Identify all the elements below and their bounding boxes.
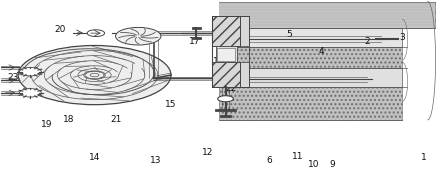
Bar xyxy=(217,48,235,61)
Text: 17: 17 xyxy=(189,37,201,46)
Text: 13: 13 xyxy=(150,156,162,165)
Text: 12: 12 xyxy=(202,148,214,157)
Bar xyxy=(219,68,403,87)
Bar xyxy=(219,2,435,27)
Text: 6: 6 xyxy=(266,156,272,165)
Bar xyxy=(212,62,240,87)
Text: 1: 1 xyxy=(420,153,426,162)
Circle shape xyxy=(218,96,233,102)
Circle shape xyxy=(116,27,161,45)
Text: 2: 2 xyxy=(365,37,370,46)
Circle shape xyxy=(18,45,171,105)
Bar xyxy=(240,62,249,87)
Text: 3: 3 xyxy=(399,33,405,42)
Text: 14: 14 xyxy=(89,153,100,162)
Bar xyxy=(240,16,249,46)
Bar xyxy=(212,16,240,46)
Text: 11: 11 xyxy=(292,152,304,161)
Circle shape xyxy=(19,68,41,76)
Circle shape xyxy=(19,89,41,97)
Text: 16: 16 xyxy=(213,57,225,66)
Text: 5: 5 xyxy=(286,30,292,39)
Text: 4: 4 xyxy=(319,47,325,56)
Text: 15: 15 xyxy=(165,100,177,109)
Text: 8: 8 xyxy=(231,50,237,59)
Text: 18: 18 xyxy=(63,115,74,124)
Text: 10: 10 xyxy=(308,160,320,169)
Text: 20: 20 xyxy=(54,25,65,34)
Text: 7: 7 xyxy=(244,40,250,49)
Text: 23: 23 xyxy=(7,73,18,82)
Text: 9: 9 xyxy=(330,160,336,169)
Bar xyxy=(219,47,403,68)
Text: 21: 21 xyxy=(111,115,122,124)
Bar xyxy=(219,87,403,120)
Bar xyxy=(219,2,435,28)
Bar xyxy=(215,46,237,62)
Bar xyxy=(219,28,403,47)
Text: 19: 19 xyxy=(41,120,52,129)
Text: 22: 22 xyxy=(226,84,237,93)
Circle shape xyxy=(87,30,105,37)
